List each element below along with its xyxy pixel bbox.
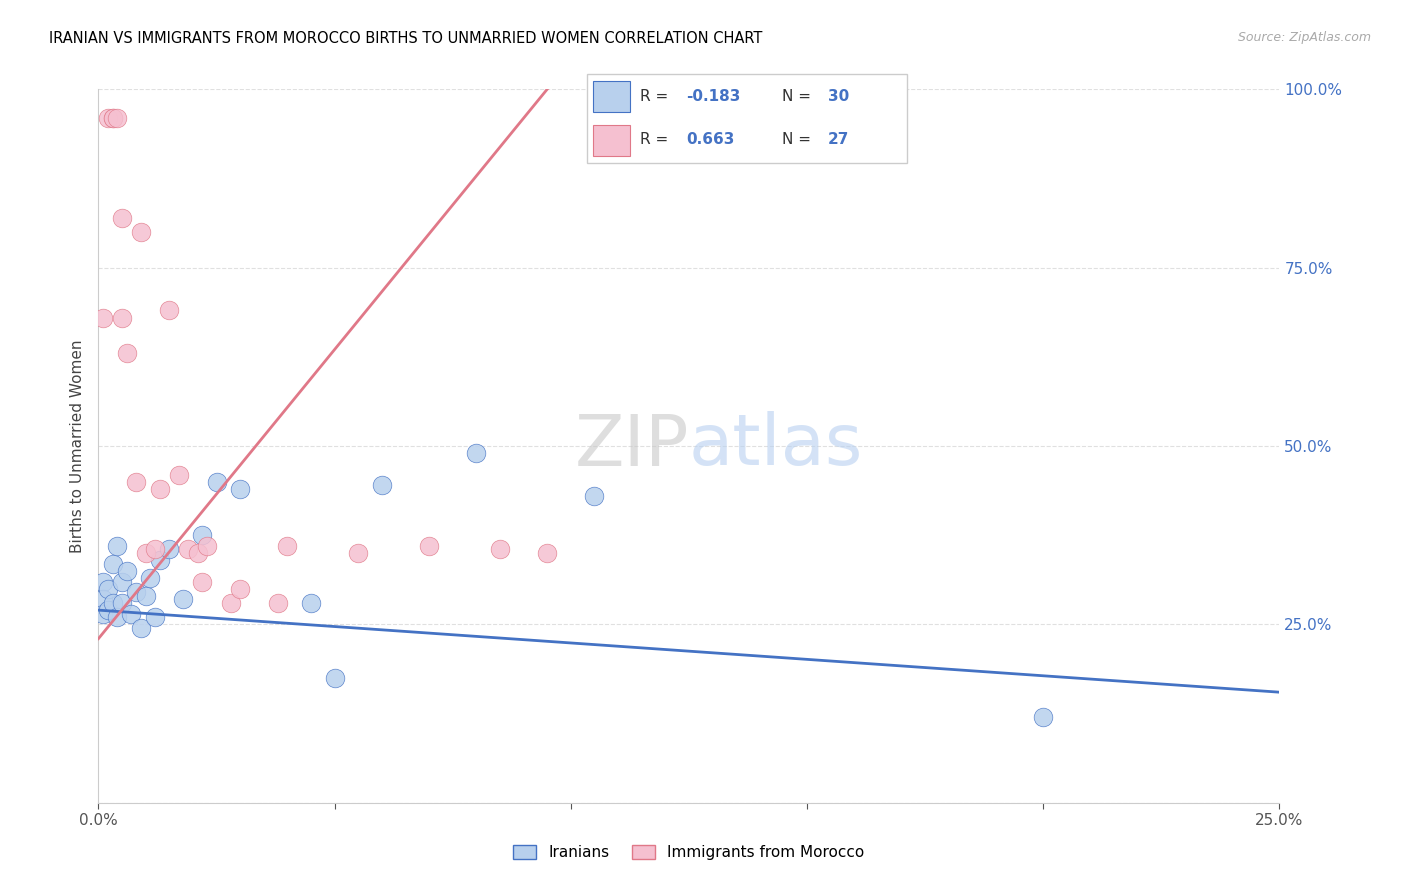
Point [101,557,124,571]
Point [299,596,322,610]
Point [157,303,180,318]
Point [177,542,200,557]
Point [371,478,394,492]
Point [139,571,162,585]
Point [101,111,124,125]
Point [167,467,190,482]
Point [191,574,214,589]
Point [101,111,124,125]
Point [195,539,218,553]
FancyBboxPatch shape [586,74,907,163]
Point [135,546,157,560]
Text: N =: N = [782,132,815,147]
Point [489,542,512,557]
Y-axis label: Births to Unmarried Women: Births to Unmarried Women [69,339,84,553]
Point [105,111,128,125]
Point [111,596,134,610]
Point [143,542,166,557]
Point [205,475,228,489]
Bar [593,81,630,112]
Point [91,592,114,607]
Point [149,482,172,496]
Text: atlas: atlas [689,411,863,481]
Point [149,553,172,567]
Point [105,539,128,553]
Text: Source: ZipAtlas.com: Source: ZipAtlas.com [1237,31,1371,45]
Point [219,596,242,610]
Point [583,489,606,503]
Bar [593,125,630,156]
Point [91,310,114,325]
Text: N =: N = [782,88,815,103]
Point [111,574,134,589]
Point [229,582,252,596]
Text: IRANIAN VS IMMIGRANTS FROM MOROCCO BIRTHS TO UNMARRIED WOMEN CORRELATION CHART: IRANIAN VS IMMIGRANTS FROM MOROCCO BIRTH… [49,31,762,46]
Point [91,607,114,621]
Point [91,574,114,589]
Text: 27: 27 [828,132,849,147]
Point [97,111,120,125]
Point [129,621,152,635]
Text: -0.183: -0.183 [686,88,741,103]
Point [101,596,124,610]
Point [97,603,120,617]
Point [97,582,120,596]
Point [536,546,558,560]
Point [105,610,128,624]
Text: R =: R = [640,88,673,103]
Point [418,539,440,553]
Text: ZIP: ZIP [575,411,689,481]
Legend: Iranians, Immigrants from Morocco: Iranians, Immigrants from Morocco [508,839,870,866]
Point [323,671,346,685]
Text: 30: 30 [828,88,849,103]
Point [125,585,148,599]
Point [1032,710,1054,724]
Point [172,592,194,607]
Point [276,539,298,553]
Point [267,596,290,610]
Point [143,610,166,624]
Point [111,211,134,225]
Point [347,546,370,560]
Text: R =: R = [640,132,673,147]
Point [157,542,180,557]
Point [135,589,157,603]
Point [229,482,252,496]
Point [115,564,138,578]
Point [187,546,209,560]
Point [191,528,214,542]
Point [115,346,138,360]
Point [111,310,134,325]
Point [129,225,152,239]
Point [465,446,488,460]
Text: 0.663: 0.663 [686,132,734,147]
Point [125,475,148,489]
Point [121,607,143,621]
